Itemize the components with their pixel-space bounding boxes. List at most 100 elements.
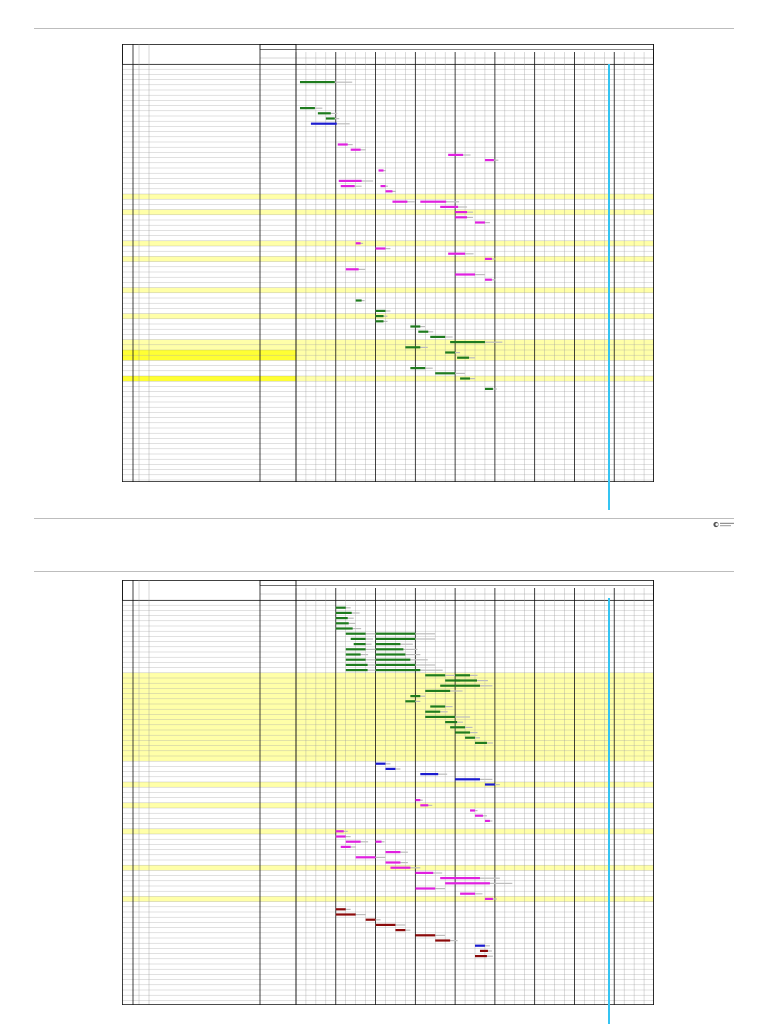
baseline-bar <box>418 799 423 801</box>
baseline-bar <box>308 107 323 109</box>
baseline-bar <box>326 123 350 125</box>
baseline-bar <box>354 654 369 656</box>
baseline-bar <box>443 716 471 718</box>
task-bar <box>440 205 459 208</box>
baseline-bar <box>411 700 421 702</box>
baseline-bar <box>356 149 366 151</box>
task-bar <box>375 315 384 318</box>
task-bar <box>435 372 456 375</box>
page-rule-top-1 <box>34 28 734 29</box>
task-bar <box>448 252 466 255</box>
task-bar <box>345 648 366 651</box>
task-bar <box>484 278 492 281</box>
baseline-bar <box>352 180 374 182</box>
task-bar <box>445 679 461 682</box>
task-bar <box>405 346 421 349</box>
baseline-bar <box>358 242 364 244</box>
task-bar <box>415 934 436 937</box>
task-bar <box>375 643 401 646</box>
baseline-bar <box>401 201 415 203</box>
highlight-row <box>122 719 654 725</box>
task-bar <box>440 877 480 880</box>
baseline-bar <box>320 81 353 83</box>
baseline-bar <box>416 326 426 328</box>
baseline-bar <box>353 268 366 270</box>
task-bar <box>445 721 458 724</box>
page-rule-top-2 <box>34 571 734 572</box>
task-bar <box>340 845 351 848</box>
baseline-bar <box>354 841 369 843</box>
highlight-row <box>122 355 296 361</box>
baseline-bar <box>401 929 411 931</box>
baseline-bar <box>340 830 348 832</box>
baseline-bar <box>343 622 356 624</box>
task-bar <box>410 695 421 698</box>
baseline-bar <box>345 628 362 630</box>
task-bar <box>375 653 406 656</box>
highlight-row <box>122 344 654 350</box>
baseline-bar <box>399 638 436 640</box>
baseline-bar <box>392 648 418 650</box>
highlight-row <box>122 740 654 746</box>
task-bar <box>375 840 382 843</box>
highlight-row <box>122 350 296 356</box>
baseline-bar <box>452 721 464 723</box>
baseline-bar <box>359 638 374 640</box>
baseline-bar <box>489 258 496 260</box>
baseline-bar <box>470 685 493 687</box>
task-bar <box>425 689 451 692</box>
task-bar <box>415 887 436 890</box>
highlight-row <box>122 256 654 262</box>
task-bar <box>450 726 466 729</box>
baseline-bar <box>342 617 354 619</box>
baseline-bar <box>471 737 480 739</box>
task-bar <box>345 663 368 666</box>
baseline-bar <box>341 607 351 609</box>
highlight-row <box>122 678 654 684</box>
task-bar <box>375 637 416 640</box>
baseline-bar <box>431 773 448 775</box>
task-bar <box>410 325 421 328</box>
task-bar <box>425 715 456 718</box>
baseline-bar <box>416 695 426 697</box>
gantt-page-1 <box>122 44 654 482</box>
highlight-row <box>122 287 654 293</box>
task-bar <box>385 767 396 770</box>
baseline-bar <box>490 784 500 786</box>
task-bar <box>465 736 475 739</box>
highlight-row <box>122 896 654 902</box>
header-box <box>122 44 654 65</box>
baseline-bar <box>437 674 456 676</box>
highlight-row <box>122 724 654 730</box>
baseline-bar <box>414 346 428 348</box>
highlight-row <box>122 782 654 788</box>
task-bar <box>350 637 366 640</box>
task-bar <box>340 185 355 188</box>
highlight-row <box>122 240 654 246</box>
task-bar <box>299 81 335 84</box>
highlight-row <box>122 828 654 834</box>
task-bar <box>415 871 434 874</box>
baseline-bar <box>379 841 385 843</box>
task-bar <box>425 674 446 677</box>
baseline-bar <box>450 206 468 208</box>
task-bar <box>484 257 492 260</box>
baseline-bar <box>480 945 490 947</box>
task-bar <box>355 242 361 245</box>
task-bar <box>475 944 485 947</box>
baseline-bar <box>381 248 391 250</box>
task-bar <box>380 185 386 188</box>
task-bar <box>385 851 401 854</box>
highlight-row <box>122 672 654 678</box>
highlight-row <box>122 802 654 808</box>
baseline-bar <box>467 274 485 276</box>
baseline-bar <box>439 706 453 708</box>
task-bar <box>365 918 376 921</box>
baseline-bar <box>391 768 401 770</box>
task-bar <box>484 897 493 900</box>
task-bar <box>445 351 456 354</box>
task-bar <box>475 741 487 744</box>
baseline-bar <box>439 336 453 338</box>
baseline-bar <box>343 144 353 146</box>
task-bar <box>475 814 483 817</box>
